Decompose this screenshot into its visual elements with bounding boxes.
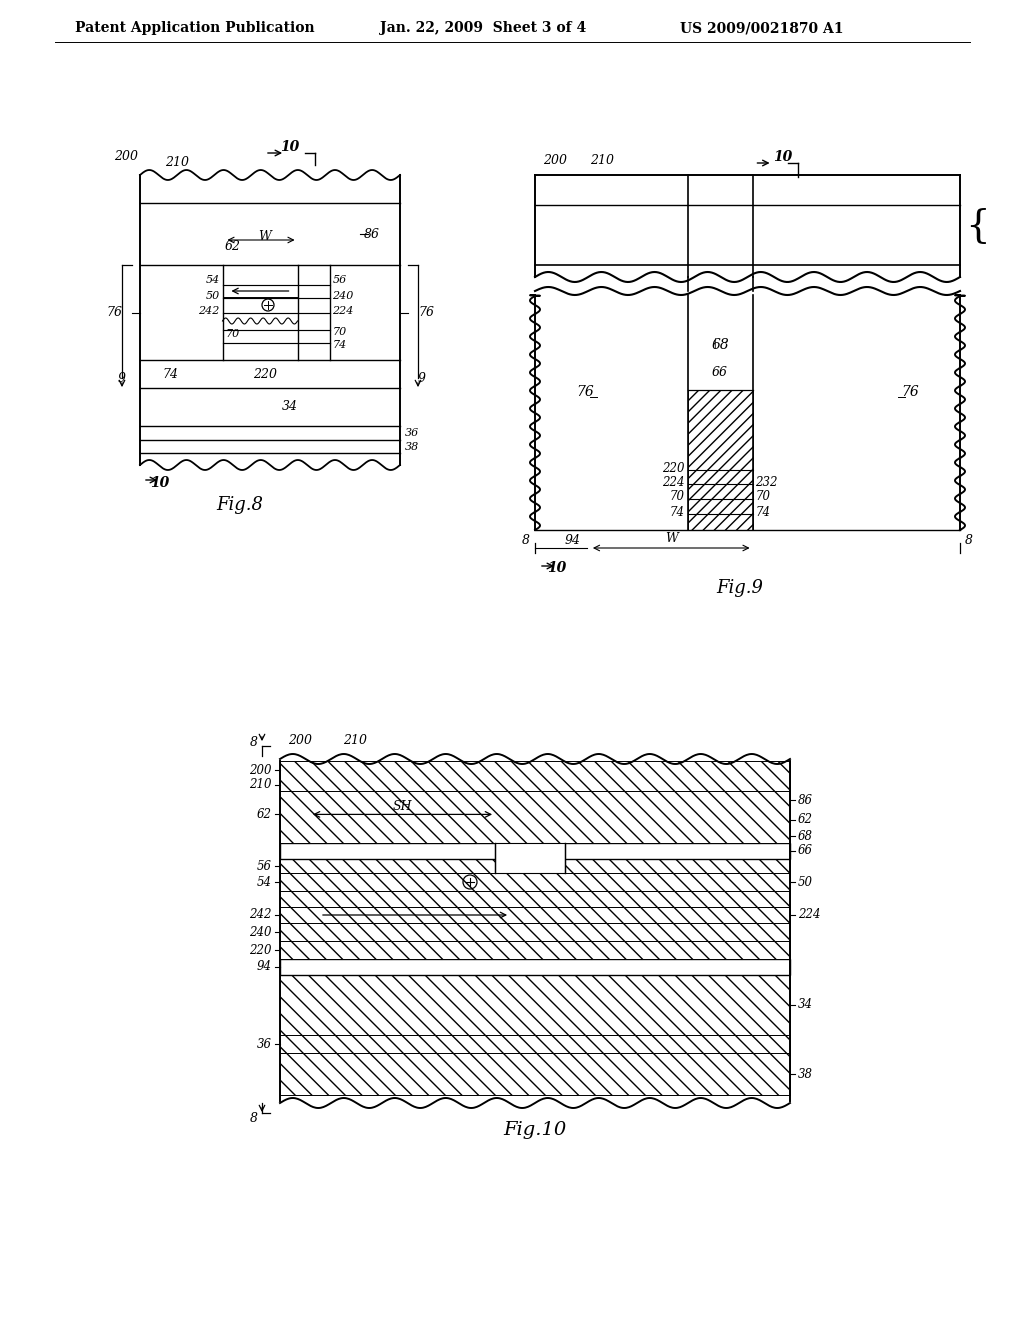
- Text: 86: 86: [364, 227, 380, 240]
- Text: 200: 200: [250, 763, 272, 776]
- Text: Jan. 22, 2009  Sheet 3 of 4: Jan. 22, 2009 Sheet 3 of 4: [380, 21, 587, 36]
- Text: 10: 10: [281, 140, 300, 154]
- Bar: [280, 843, 790, 859]
- Text: 9: 9: [418, 371, 426, 384]
- Text: {: {: [965, 207, 990, 244]
- Text: 8: 8: [250, 1111, 258, 1125]
- Text: 224: 224: [798, 908, 820, 921]
- Text: Fig.10: Fig.10: [504, 1121, 566, 1139]
- Text: 10: 10: [150, 477, 169, 490]
- Text: Patent Application Publication: Patent Application Publication: [75, 21, 314, 36]
- Text: 9: 9: [118, 371, 126, 384]
- Text: Fig.9: Fig.9: [717, 579, 764, 597]
- Text: 50: 50: [798, 875, 813, 888]
- Text: 210: 210: [343, 734, 367, 747]
- Text: 8: 8: [965, 533, 973, 546]
- Text: 74: 74: [333, 341, 347, 350]
- Bar: [495, 843, 565, 873]
- Text: 76: 76: [418, 306, 434, 319]
- Text: SH: SH: [393, 800, 413, 813]
- Text: 8: 8: [250, 735, 258, 748]
- Text: 70: 70: [756, 491, 770, 503]
- Text: 94: 94: [257, 961, 272, 974]
- Text: 68: 68: [798, 829, 813, 842]
- Bar: [280, 941, 790, 960]
- Text: 70: 70: [333, 327, 347, 337]
- Text: 94: 94: [565, 533, 581, 546]
- Text: 232: 232: [756, 475, 778, 488]
- Text: 76: 76: [577, 385, 594, 400]
- Bar: [280, 873, 790, 891]
- Text: US 2009/0021870 A1: US 2009/0021870 A1: [680, 21, 844, 36]
- Text: 200: 200: [543, 153, 567, 166]
- Text: 70: 70: [670, 491, 684, 503]
- Text: 224: 224: [333, 306, 354, 315]
- Text: 74: 74: [670, 506, 684, 519]
- Text: 8: 8: [522, 533, 530, 546]
- Bar: [280, 791, 790, 843]
- Bar: [280, 859, 790, 873]
- Text: 74: 74: [162, 367, 178, 380]
- Text: 220: 220: [250, 944, 272, 957]
- Text: 38: 38: [798, 1068, 813, 1081]
- Bar: [280, 923, 790, 941]
- Text: 66: 66: [798, 845, 813, 858]
- Text: 62: 62: [798, 813, 813, 826]
- Bar: [280, 1035, 790, 1053]
- Text: 224: 224: [662, 475, 684, 488]
- Text: 62: 62: [224, 240, 241, 253]
- Text: 86: 86: [798, 793, 813, 807]
- Text: 38: 38: [406, 442, 419, 451]
- Text: 220: 220: [253, 367, 278, 380]
- Text: 240: 240: [333, 290, 354, 301]
- Text: 76: 76: [106, 306, 122, 319]
- Text: 240: 240: [250, 925, 272, 939]
- Text: 36: 36: [257, 1038, 272, 1051]
- Text: 56: 56: [333, 275, 347, 285]
- Text: W: W: [259, 231, 271, 243]
- Bar: [280, 891, 790, 907]
- Text: 54: 54: [205, 275, 219, 285]
- Bar: [687, 389, 753, 531]
- Text: 200: 200: [114, 150, 138, 164]
- Text: 54: 54: [257, 875, 272, 888]
- Text: 242: 242: [198, 306, 219, 315]
- Text: 210: 210: [250, 779, 272, 792]
- Bar: [280, 907, 790, 923]
- Text: 10: 10: [773, 150, 793, 164]
- Text: 10: 10: [547, 561, 566, 576]
- Text: 34: 34: [798, 998, 813, 1011]
- Text: 62: 62: [257, 808, 272, 821]
- Text: 210: 210: [165, 157, 189, 169]
- Text: 70: 70: [225, 329, 240, 339]
- Bar: [280, 762, 790, 791]
- Text: 242: 242: [250, 908, 272, 921]
- Text: 56: 56: [257, 859, 272, 873]
- Bar: [280, 975, 790, 1035]
- Bar: [280, 1053, 790, 1096]
- Text: 200: 200: [288, 734, 312, 747]
- Text: 66: 66: [712, 366, 728, 379]
- Text: 50: 50: [205, 290, 219, 301]
- Text: 74: 74: [756, 506, 770, 519]
- Text: W: W: [665, 532, 678, 544]
- Text: 76: 76: [901, 385, 919, 400]
- Text: 34: 34: [282, 400, 298, 413]
- Bar: [495, 843, 565, 873]
- Text: 36: 36: [406, 428, 419, 438]
- Text: 220: 220: [662, 462, 684, 474]
- Text: Fig.8: Fig.8: [216, 496, 263, 513]
- Text: 210: 210: [590, 153, 614, 166]
- Text: 68: 68: [711, 338, 729, 352]
- Bar: [280, 960, 790, 975]
